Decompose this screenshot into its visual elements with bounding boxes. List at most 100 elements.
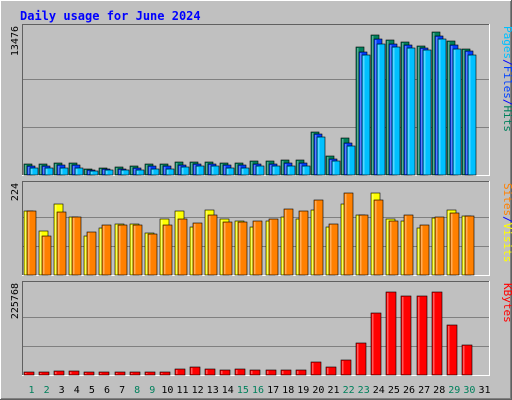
bar-kbytes-day-11 [174,368,186,376]
bar-highlight [88,171,90,174]
bar-kbytes-day-4 [68,370,80,376]
bar-highlight [209,216,211,274]
bar-pages-day-11 [180,166,190,176]
x-label-day-8: 8 [134,385,140,396]
bar-highlight [236,370,238,374]
bar-pages-day-12 [195,165,205,176]
bar-kbytes-day-28 [431,291,443,376]
bar-highlight [176,163,178,174]
bar-highlight [25,165,27,174]
bar-sites-day-13 [207,214,218,276]
bar-highlight [164,167,166,174]
bar-highlight [58,213,60,274]
bar-kbytes-day-10 [159,371,171,376]
bar-highlight [88,233,90,274]
bar-highlight [25,212,27,274]
bar-highlight [73,166,75,174]
bar-sites-day-9 [147,233,158,276]
bar-highlight [73,218,75,274]
bar-pages-day-2 [44,167,54,176]
bar-highlight [451,46,453,174]
bar-pages-day-18 [286,165,296,176]
bar-highlight [372,36,374,174]
bar-highlight [194,165,196,174]
bar-highlight [161,165,163,174]
bar-highlight [40,232,42,274]
bar-highlight [270,165,272,174]
bar-highlight [342,139,344,174]
bar-highlight [131,373,133,374]
bar-kbytes-day-22 [340,359,352,376]
bar-kbytes-day-14 [219,369,231,376]
panel-right-legend: Pages/Files/Hits [501,26,512,132]
x-label-day-1: 1 [28,385,34,396]
bar-sites-day-11 [177,218,188,276]
x-label-day-17: 17 [267,385,279,396]
x-label-day-18: 18 [282,385,294,396]
bar-highlight [197,167,199,174]
bar-kbytes-day-17 [265,369,277,376]
bar-kbytes-day-9 [144,371,156,376]
bar-highlight [451,214,453,274]
bar-highlight [378,45,380,174]
bar-sites-day-2 [41,235,52,276]
bar-highlight [70,218,72,274]
bar-highlight [194,224,196,274]
bar-highlight [58,166,60,174]
bar-highlight [372,314,374,374]
legend-sites: Sites [501,183,512,216]
bar-highlight [85,170,87,174]
bar-highlight [149,235,151,274]
bar-highlight [103,170,105,174]
bar-highlight [179,220,181,274]
bar-kbytes-day-29 [446,324,458,376]
bar-sites-day-22 [343,192,354,276]
bar-highlight [122,171,124,174]
bar-sites-day-19 [298,210,309,276]
bar-highlight [288,167,290,174]
x-label-day-10: 10 [161,385,173,396]
bar-highlight [297,220,299,274]
bar-pages-day-5 [89,170,99,176]
bar-highlight [273,167,275,174]
bar-sites-day-6 [101,224,112,276]
x-label-day-20: 20 [312,385,324,396]
bar-pages-day-10 [165,168,175,176]
bar-sites-day-30 [464,215,475,276]
bar-highlight [70,372,72,374]
bar-pages-day-22 [346,145,356,176]
bar-highlight [297,161,299,174]
bar-highlight [421,49,423,174]
bar-kbytes-day-5 [83,371,95,376]
bar-pages-day-28 [437,38,447,176]
x-label-day-19: 19 [297,385,309,396]
bar-pages-day-6 [104,169,114,176]
panel-kbytes: 225768 KBytes [10,281,512,376]
bar-sites-day-14 [222,221,233,276]
bar-highlight [282,371,284,374]
bar-highlight [303,167,305,174]
bar-highlight [61,169,63,174]
bar-highlight [76,169,78,174]
bar-highlight [191,163,193,174]
bar-highlight [418,47,420,174]
bar-highlight [116,373,118,374]
bar-pages-day-21 [331,160,341,176]
bar-highlight [55,372,57,374]
bar-highlight [134,169,136,174]
x-label-day-28: 28 [433,385,445,396]
bar-highlight [312,211,314,274]
bar-highlight [46,169,48,174]
bar-highlight [360,216,362,274]
bar-highlight [408,49,410,174]
x-label-day-22: 22 [343,385,355,396]
bar-kbytes-day-3 [53,370,65,376]
bar-highlight [146,234,148,274]
bar-highlight [418,297,420,374]
bar-highlight [236,164,238,174]
bar-pages-day-25 [391,46,401,176]
bar-highlight [221,164,223,174]
bar-highlight [221,371,223,374]
bar-highlight [463,50,465,174]
bar-highlight [390,222,392,274]
